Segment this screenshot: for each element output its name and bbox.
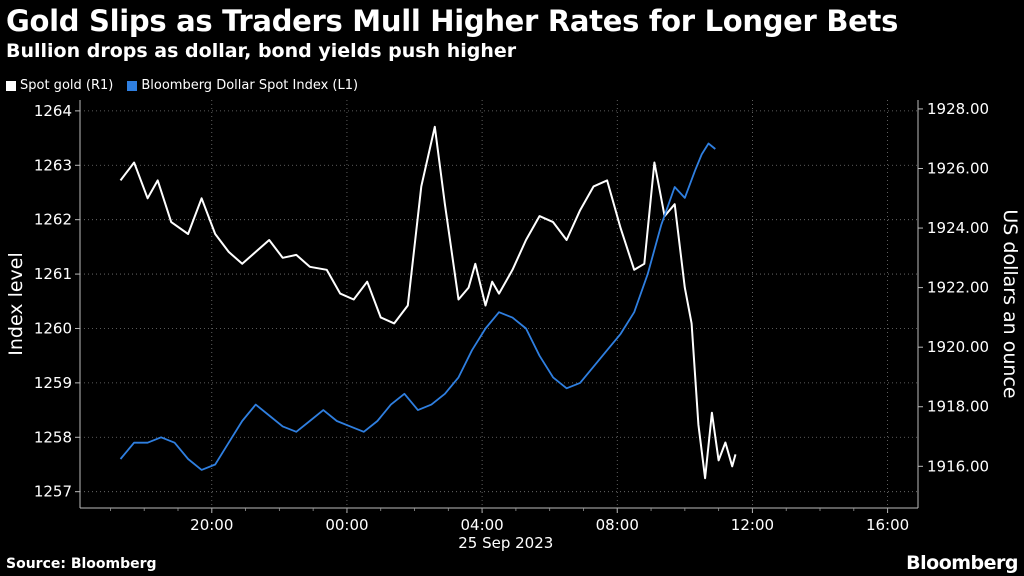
legend-item-dollar-index: Bloomberg Dollar Spot Index (L1) — [127, 78, 358, 93]
left-tick-label: 1261 — [34, 265, 72, 283]
right-tick-label: 1920.00 — [927, 338, 989, 356]
chart-title: Gold Slips as Traders Mull Higher Rates … — [6, 4, 899, 38]
right-tick-label: 1926.00 — [927, 159, 989, 177]
x-tick-label: 08:00 — [596, 516, 639, 534]
legend-label-gold: Spot gold (R1) — [20, 78, 114, 93]
left-tick-label: 1260 — [34, 319, 72, 337]
x-tick-label: 12:00 — [731, 516, 774, 534]
left-tick-label: 1262 — [34, 211, 72, 229]
legend-swatch-dollar-index — [127, 80, 138, 91]
x-axis-label: 25 Sep 2023 — [458, 534, 553, 552]
left-tick-label: 1264 — [34, 102, 72, 120]
right-tick-label: 1928.00 — [927, 100, 989, 118]
right-tick-label: 1916.00 — [927, 457, 989, 475]
legend-item-gold: Spot gold (R1) — [6, 78, 113, 93]
bloomberg-logo: Bloomberg — [906, 552, 1018, 574]
legend: Spot gold (R1) Bloomberg Dollar Spot Ind… — [6, 78, 358, 93]
x-tick-label: 04:00 — [460, 516, 503, 534]
right-tick-label: 1922.00 — [927, 279, 989, 297]
series-line-spot-gold — [119, 125, 737, 480]
right-tick-label: 1918.00 — [927, 398, 989, 416]
right-axis-title: US dollars an ounce — [999, 209, 1021, 398]
chart-subtitle: Bullion drops as dollar, bond yields pus… — [6, 40, 517, 62]
left-tick-label: 1257 — [34, 483, 72, 501]
x-tick-label: 16:00 — [866, 516, 909, 534]
left-tick-label: 1259 — [34, 374, 72, 392]
source-note: Source: Bloomberg — [6, 556, 157, 572]
x-tick-label: 00:00 — [325, 516, 368, 534]
left-axis-title: Index level — [5, 252, 27, 356]
x-tick-label: 20:00 — [190, 516, 233, 534]
left-tick-label: 1263 — [34, 156, 72, 174]
legend-swatch-gold — [6, 80, 16, 91]
legend-label-dollar-index: Bloomberg Dollar Spot Index (L1) — [141, 78, 359, 93]
right-tick-label: 1924.00 — [927, 219, 989, 237]
left-tick-label: 1258 — [34, 428, 72, 446]
series-line-dollar-index — [119, 142, 716, 471]
